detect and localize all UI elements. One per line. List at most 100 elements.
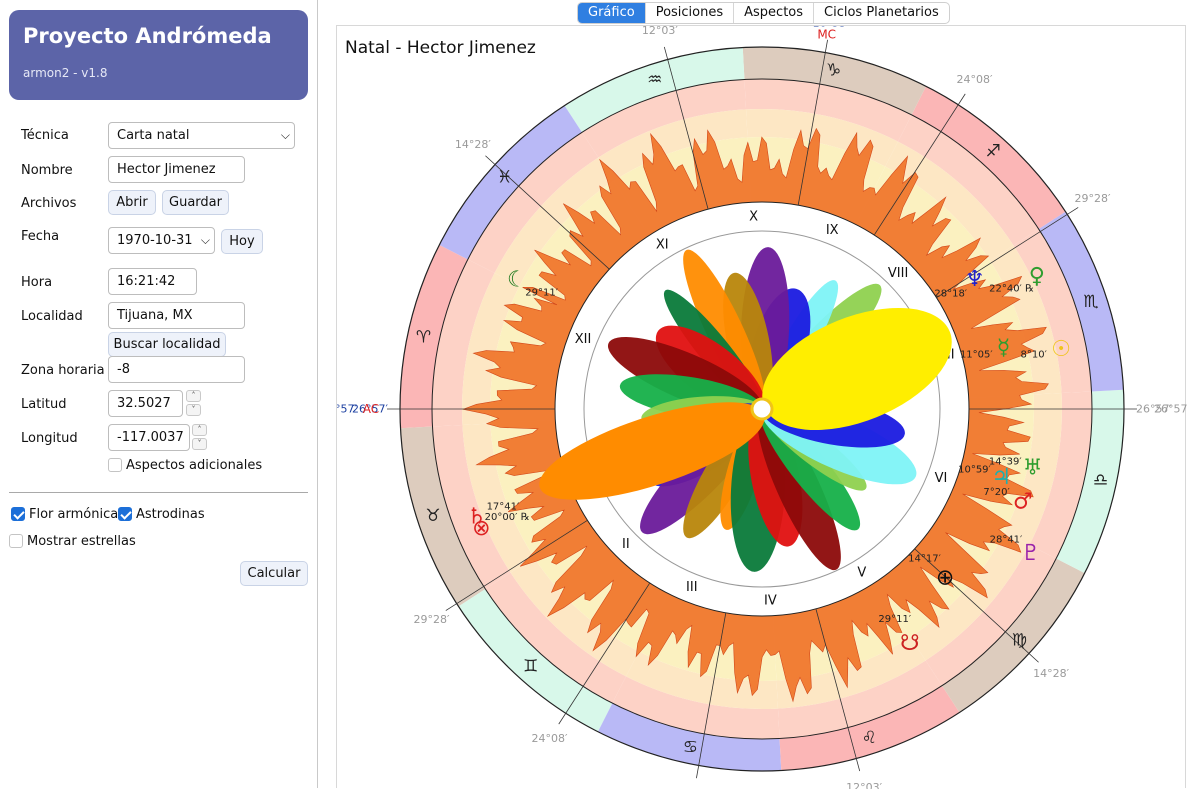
house-cusp-line — [936, 207, 1079, 299]
house-number-IV: IV — [764, 593, 777, 608]
fecha-value: 1970-10-31 — [117, 233, 193, 248]
inner-band-sagittarius — [897, 114, 1039, 246]
house-cusp-line — [663, 46, 709, 210]
scorpio-sign-band — [1038, 211, 1124, 392]
sun-icon: ☉ — [1051, 337, 1071, 362]
latitud-down-stepper[interactable]: ˅ — [186, 404, 201, 416]
cancer-sign-band — [597, 703, 782, 772]
house-cusp-line — [873, 93, 966, 236]
zona-horaria-input[interactable]: -8 — [108, 356, 245, 383]
mercury-degree-label: 11°05′ — [960, 350, 993, 361]
natal-chart-wheel: ♈♉♊♋♌♍♎♏♐♑♒♓26°57′I29°28′II24°08′III16°5… — [337, 26, 1187, 789]
guardar-button[interactable]: Guardar — [162, 190, 229, 215]
tab-aspectos[interactable]: Aspectos — [734, 3, 815, 23]
tecnica-value: Carta natal — [117, 128, 190, 143]
fecha-input[interactable]: 1970-10-31 ⌵ — [108, 227, 215, 254]
aquarius-sign-icon: ♒ — [647, 70, 662, 90]
nombre-input[interactable]: Hector Jimenez — [108, 156, 245, 183]
longitud-input[interactable]: -117.0037 — [108, 424, 190, 451]
aspectos-adicionales-checkbox[interactable] — [108, 458, 122, 472]
mars-degree-label: 7°20′ — [983, 487, 1010, 498]
libra-sign-band — [1056, 389, 1124, 574]
mostrar-estrellas-checkbox[interactable] — [9, 534, 23, 548]
inner-band-aries — [432, 259, 495, 427]
virgo-sign-band — [941, 558, 1085, 713]
leo-sign-band — [779, 685, 960, 771]
house-number-XII: XII — [575, 332, 592, 347]
divider — [9, 492, 308, 493]
middle-band-aries — [462, 273, 520, 425]
middle-band-sagittarius — [885, 141, 1014, 261]
inner-band-scorpio — [1013, 229, 1092, 394]
zona-horaria-label: Zona horaria — [21, 363, 105, 378]
flor-armonica-label: Flor armónica — [29, 507, 119, 522]
house-cusp-line — [914, 548, 1039, 663]
pisces-sign-band — [439, 105, 583, 260]
middle-band-aquarius — [598, 109, 748, 182]
latitud-input[interactable]: 32.5027 — [108, 390, 183, 417]
fortuna-degree-label: 14°17′ — [908, 553, 941, 564]
middle-band-taurus — [462, 423, 535, 573]
hoy-button[interactable]: Hoy — [221, 229, 263, 254]
sun-degree-label: 8°10′ — [1021, 350, 1048, 361]
inner-band-virgo — [925, 544, 1057, 686]
virgo-sign-icon: ♍ — [1012, 630, 1027, 650]
middle-band-libra — [1004, 393, 1062, 545]
orange-petal — [539, 402, 765, 500]
buscar-localidad-button[interactable]: Buscar localidad — [108, 332, 226, 357]
cusp-degree-label: 24°08′ — [956, 73, 992, 86]
house-number-II: II — [622, 537, 630, 552]
latitud-label: Latitud — [21, 397, 67, 412]
pisces-sign-icon: ♓ — [497, 168, 512, 188]
mostrar-estrellas-label: Mostrar estrellas — [27, 534, 136, 549]
chart-title: Natal - Hector Jimenez — [345, 38, 536, 58]
longitud-label: Longitud — [21, 431, 78, 446]
neptune-degree-label: 28°18′ — [934, 289, 967, 300]
jupiter-icon: ♃ — [992, 465, 1012, 490]
middle-band-gemini — [510, 557, 639, 677]
fortuna-icon: ⊕ — [936, 565, 954, 590]
calcular-button[interactable]: Calcular — [240, 561, 308, 586]
pluto-degree-label: 28°41′ — [990, 535, 1023, 546]
house-cusp-line — [696, 612, 727, 779]
middle-band-cancer — [626, 651, 778, 709]
tab-grafico[interactable]: Gráfico — [578, 3, 646, 23]
mars-icon: ♂ — [1013, 490, 1033, 515]
localidad-input[interactable]: Tijuana, MX — [108, 302, 245, 329]
venus-degree-label: 22°40′ ℞ — [989, 283, 1034, 294]
latitud-up-stepper[interactable]: ˄ — [186, 390, 201, 402]
sidebar: Proyecto Andrómeda armon2 - v1.8 Técnica… — [0, 0, 318, 788]
asc-icon: AC — [363, 402, 379, 416]
tab-ciclos-planetarios[interactable]: Ciclos Planetarios — [824, 5, 939, 20]
astrodinas-checkbox[interactable] — [118, 507, 132, 521]
flor-armonica-checkbox[interactable] — [11, 507, 25, 521]
middle-band-virgo — [910, 532, 1030, 661]
cusp-degree-label: 14°28′ — [1033, 667, 1069, 680]
cusp-degree-label: 29°28′ — [413, 613, 449, 626]
dsc-degree-label: 26°57′ — [1154, 403, 1187, 416]
abrir-button[interactable]: Abrir — [108, 190, 156, 215]
flower-center — [750, 397, 774, 421]
hora-value: 16:21:42 — [117, 274, 176, 289]
inner-band-leo — [777, 660, 942, 739]
longitud-up-stepper[interactable]: ˄ — [192, 424, 207, 436]
house-cusp-line — [445, 519, 588, 611]
tab-posiciones[interactable]: Posiciones — [646, 3, 735, 23]
house-number-IX: IX — [826, 223, 839, 238]
inner-band-libra — [1029, 391, 1092, 559]
app-version: armon2 - v1.8 — [23, 66, 108, 80]
aries-sign-band — [400, 244, 468, 429]
sun-petal — [762, 307, 952, 431]
house-number-X: X — [749, 210, 758, 225]
house-cusp-line — [485, 155, 610, 270]
house-cusp-line — [558, 582, 651, 725]
app-title: Proyecto Andrómeda — [23, 24, 272, 48]
moon-degree-label: 29°11′ — [525, 287, 558, 298]
tecnica-label: Técnica — [21, 128, 69, 143]
hora-input[interactable]: 16:21:42 — [108, 268, 197, 295]
neptune-icon: ♆ — [965, 267, 985, 292]
pluto-icon: ♇ — [1021, 541, 1041, 566]
longitud-down-stepper[interactable]: ˅ — [192, 438, 207, 450]
tecnica-select[interactable]: Carta natal ⌵ — [108, 122, 295, 149]
gemini-sign-icon: ♊ — [523, 656, 538, 676]
